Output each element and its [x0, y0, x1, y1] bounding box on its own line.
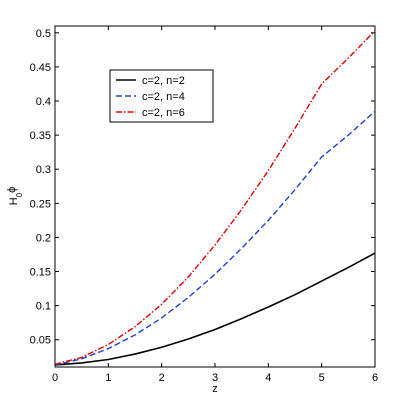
y-tick-label-0: 0.05	[30, 335, 51, 347]
ticks-layer: 0 1 2 3 4 5 6 0.05 0.1 0.15 0.2 0.25 0.3 0.35 0.4 0.45 0…	[30, 26, 378, 384]
y-axis-label: H0ϕ	[6, 187, 24, 206]
x-tick-label-4: 4	[265, 372, 271, 384]
legend-label-0: c=2, n=2	[142, 75, 185, 87]
y-tick-label-3: 0.2	[36, 232, 51, 244]
y-tick-label-4: 0.25	[30, 198, 51, 210]
series-line-2	[54, 30, 376, 365]
y-axis-label-main: H	[8, 197, 20, 205]
plot-area	[54, 25, 376, 368]
series-layer	[54, 30, 376, 366]
y-tick-label-2: 0.15	[30, 267, 51, 279]
x-tick-label-6: 6	[372, 372, 378, 384]
x-axis-label: z	[212, 383, 218, 395]
y-tick-label-8: 0.45	[30, 62, 51, 74]
x-tick-label-0: 0	[52, 372, 58, 384]
legend: c=2, n=2 c=2, n=4 c=2, n=6	[109, 69, 214, 123]
y-tick-label-9: 0.5	[36, 28, 51, 40]
y-tick-label-1: 0.1	[36, 301, 51, 313]
y-axis-label-tail: ϕ	[6, 187, 18, 193]
legend-label-1: c=2, n=4	[142, 91, 185, 103]
series-line-0	[54, 252, 376, 366]
x-tick-label-3: 3	[212, 372, 218, 384]
series-line-1	[54, 110, 376, 366]
x-tick-label-5: 5	[319, 372, 325, 384]
y-tick-label-5: 0.3	[36, 164, 51, 176]
y-axis-label-sub: 0	[15, 192, 24, 197]
x-tick-label-2: 2	[159, 372, 165, 384]
legend-label-2: c=2, n=6	[142, 107, 185, 119]
y-tick-label-6: 0.35	[30, 130, 51, 142]
y-tick-label-7: 0.4	[36, 96, 51, 108]
svg-text:H0ϕ: H0ϕ	[6, 187, 24, 206]
x-tick-label-1: 1	[105, 372, 111, 384]
